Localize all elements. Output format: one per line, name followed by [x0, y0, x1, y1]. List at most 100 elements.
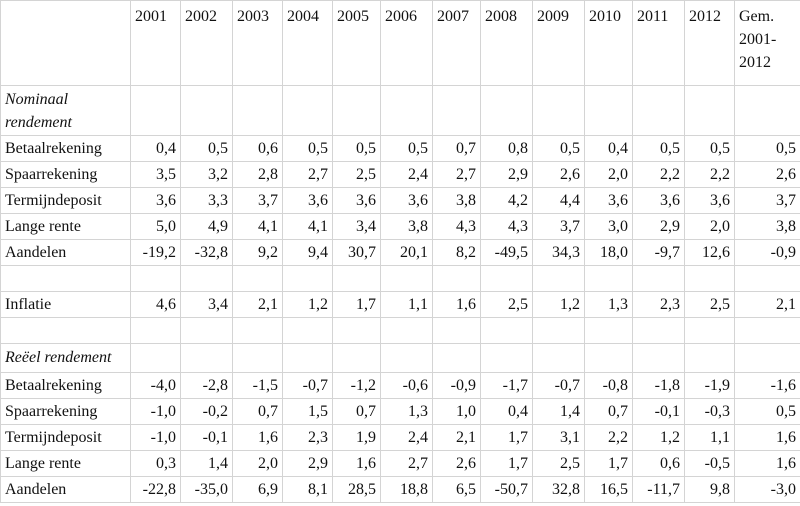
value-cell: 9,8: [684, 476, 735, 503]
value-cell: 2,3: [282, 424, 333, 451]
value-cell: 1,6: [734, 450, 800, 477]
empty-cell: [632, 265, 685, 292]
value-cell: 0,7: [332, 398, 381, 425]
empty-cell: [584, 265, 633, 292]
value-cell: 5,0: [130, 213, 181, 240]
value-cell: 0,7: [432, 135, 481, 162]
value-cell: 32,8: [532, 476, 585, 503]
empty-cell: [480, 265, 533, 292]
row-label: Termijndeposit: [0, 187, 131, 214]
data-row: Termijndeposit 3,6 3,3 3,7 3,6 3,6 3,6 3,8 4,2 4,…: [0, 187, 800, 214]
value-cell: -1,0: [130, 424, 181, 451]
empty-cell: [180, 343, 233, 373]
value-cell: 0,6: [232, 135, 283, 162]
value-cell: 3,7: [232, 187, 283, 214]
data-row: Betaalrekening 0,4 0,5 0,6 0,5 0,5 0,5 0,7 0,8 0,…: [0, 135, 800, 162]
value-cell: 4,3: [480, 213, 533, 240]
value-cell: -35,0: [180, 476, 233, 503]
section-title-row: Reëel rendement: [0, 343, 800, 373]
value-cell: 0,5: [282, 135, 333, 162]
value-cell: 3,4: [332, 213, 381, 240]
value-cell: -0,1: [180, 424, 233, 451]
value-cell: 2,0: [232, 450, 283, 477]
empty-cell: [180, 85, 233, 136]
data-row: Lange rente 0,3 1,4 2,0 2,9 1,6 2,7 2,6 1,7 2,5 1,…: [0, 450, 800, 477]
value-cell: 0,5: [332, 135, 381, 162]
empty-cell: [584, 317, 633, 344]
value-cell: 1,6: [734, 424, 800, 451]
empty-cell: [432, 85, 481, 136]
value-cell: 2,6: [432, 450, 481, 477]
value-cell: 1,4: [180, 450, 233, 477]
value-cell: -0,7: [532, 372, 585, 399]
empty-cell: [130, 85, 181, 136]
value-cell: 4,1: [282, 213, 333, 240]
empty-cell: [632, 317, 685, 344]
value-cell: 3,5: [130, 161, 181, 188]
row-label: Lange rente: [0, 450, 131, 477]
value-cell: -0,9: [734, 239, 800, 266]
value-cell: -4,0: [130, 372, 181, 399]
value-cell: 1,6: [232, 424, 283, 451]
value-cell: -1,6: [734, 372, 800, 399]
value-cell: 2,8: [232, 161, 283, 188]
value-cell: 8,1: [282, 476, 333, 503]
value-cell: 8,2: [432, 239, 481, 266]
column-header: 2002: [180, 0, 233, 86]
empty-cell: [684, 85, 735, 136]
value-cell: 3,6: [584, 187, 633, 214]
value-cell: -0,2: [180, 398, 233, 425]
empty-cell: [632, 85, 685, 136]
value-cell: 1,6: [332, 450, 381, 477]
data-row: Betaalrekening -4,0 -2,8 -1,5 -0,7 -1,2 -0,6 -0…: [0, 372, 800, 399]
value-cell: 2,1: [432, 424, 481, 451]
empty-cell: [232, 343, 283, 373]
value-cell: 2,3: [632, 291, 685, 318]
column-header: 2005: [332, 0, 381, 86]
value-cell: 1,2: [632, 424, 685, 451]
empty-cell: [532, 85, 585, 136]
column-header: 2003: [232, 0, 283, 86]
value-cell: 1,1: [380, 291, 433, 318]
row-label: Spaarrekening: [0, 398, 131, 425]
empty-cell: [130, 317, 181, 344]
value-cell: 3,6: [380, 187, 433, 214]
value-cell: 6,5: [432, 476, 481, 503]
empty-cell: [282, 85, 333, 136]
empty-cell: [0, 317, 131, 344]
value-cell: 3,8: [380, 213, 433, 240]
value-cell: 2,9: [282, 450, 333, 477]
value-cell: 12,6: [684, 239, 735, 266]
data-row: Lange rente 5,0 4,9 4,1 4,1 3,4 3,8 4,3 4,3 3,7 3,…: [0, 213, 800, 240]
value-cell: 4,6: [130, 291, 181, 318]
empty-cell: [130, 343, 181, 373]
value-cell: 30,7: [332, 239, 381, 266]
value-cell: -1,7: [480, 372, 533, 399]
value-cell: 4,9: [180, 213, 233, 240]
value-cell: 2,2: [684, 161, 735, 188]
value-cell: -1,0: [130, 398, 181, 425]
column-header: 2010: [584, 0, 633, 86]
value-cell: 1,3: [380, 398, 433, 425]
value-cell: 3,6: [282, 187, 333, 214]
section-title-row: Nominaal rendement: [0, 85, 800, 136]
value-cell: 2,0: [584, 161, 633, 188]
empty-cell: [432, 317, 481, 344]
value-cell: 2,9: [480, 161, 533, 188]
empty-cell: [532, 265, 585, 292]
value-cell: 0,4: [584, 135, 633, 162]
empty-cell: [282, 343, 333, 373]
value-cell: 1,2: [282, 291, 333, 318]
value-cell: 3,6: [332, 187, 381, 214]
empty-cell: [332, 265, 381, 292]
empty-cell: [432, 265, 481, 292]
value-cell: 0,3: [130, 450, 181, 477]
value-cell: 1,4: [532, 398, 585, 425]
value-cell: 3,0: [584, 213, 633, 240]
empty-cell: [0, 265, 131, 292]
value-cell: -32,8: [180, 239, 233, 266]
value-cell: 9,4: [282, 239, 333, 266]
empty-cell: [380, 317, 433, 344]
empty-cell: [480, 317, 533, 344]
value-cell: -0,3: [684, 398, 735, 425]
